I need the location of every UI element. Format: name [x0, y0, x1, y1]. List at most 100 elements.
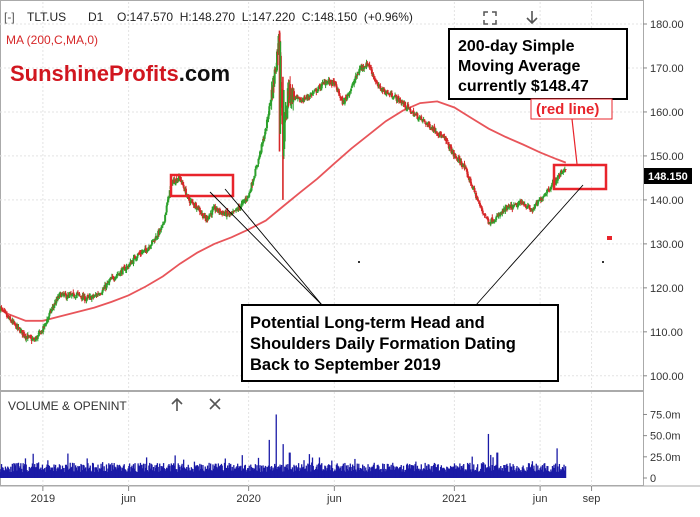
- candle-body: [132, 257, 135, 264]
- candle-body: [111, 275, 114, 277]
- candle-body: [437, 133, 440, 135]
- candle-body: [161, 223, 164, 226]
- candle-body: [547, 188, 550, 191]
- candle-body: [423, 119, 426, 122]
- candle-body: [357, 73, 360, 75]
- red-line-label-box: [530, 98, 613, 120]
- time-tick-label: 2021: [442, 493, 466, 505]
- candle-body: [300, 99, 303, 101]
- stray-dot-2: [602, 261, 604, 263]
- collapse-bracket[interactable]: [-]: [4, 10, 15, 24]
- price-tick-label: 170.00: [650, 63, 684, 75]
- candle-body: [449, 145, 452, 147]
- candle-body: [163, 221, 166, 224]
- candle-body: [409, 109, 412, 113]
- candle-body: [548, 189, 551, 191]
- candle-body: [64, 292, 67, 295]
- candle-body: [413, 114, 416, 117]
- candle-body: [396, 96, 399, 102]
- candle-body: [89, 296, 92, 298]
- candle-body: [243, 200, 246, 202]
- arrow-up-icon[interactable]: [171, 397, 183, 411]
- candle-body: [322, 82, 325, 84]
- candle-body: [359, 67, 362, 69]
- volume-panel-title: VOLUME & OPENINT: [8, 399, 127, 413]
- candle-body: [223, 213, 226, 215]
- volume-tick-label: 75.0m: [650, 409, 681, 421]
- candle-body: [286, 105, 289, 118]
- candle-body: [162, 223, 165, 225]
- candle-body: [370, 67, 373, 71]
- candle-body: [252, 178, 255, 181]
- candle-body: [378, 85, 381, 87]
- candle-body: [358, 68, 361, 73]
- candle-body: [188, 196, 191, 201]
- candle-body: [176, 180, 179, 183]
- candle-body: [375, 80, 378, 83]
- candle-body: [14, 323, 17, 325]
- candle-body: [110, 278, 113, 280]
- candle-body: [506, 206, 509, 210]
- candle-body: [524, 204, 527, 207]
- candle-body: [63, 294, 66, 296]
- candle-body: [215, 210, 218, 212]
- candle-body: [96, 294, 99, 297]
- candle-body: [156, 236, 159, 239]
- candle-body: [454, 153, 457, 156]
- candle-body: [265, 119, 268, 129]
- candle-body: [22, 331, 25, 337]
- candle-body: [489, 221, 492, 225]
- candle-body: [108, 280, 111, 283]
- candle-body: [268, 106, 271, 115]
- candle-body: [90, 296, 93, 300]
- candle-body: [482, 211, 485, 213]
- candle-body: [339, 96, 342, 98]
- time-tick-label: jun: [532, 493, 548, 505]
- candle-body: [69, 293, 72, 295]
- candle-body: [166, 202, 169, 205]
- candle-body: [114, 276, 117, 279]
- candle-body: [439, 132, 442, 136]
- candle-body: [55, 298, 58, 304]
- candle-body: [42, 326, 45, 332]
- candle-body: [124, 269, 127, 271]
- volume-bars-layer: [0, 414, 567, 478]
- candle-body: [471, 185, 474, 188]
- arrow-down-icon[interactable]: [526, 11, 538, 25]
- candle-body: [478, 201, 481, 204]
- candle-body: [226, 210, 229, 214]
- left-shoulder-box: [169, 173, 235, 198]
- candle-body: [373, 76, 376, 79]
- candle-body: [420, 116, 423, 119]
- candle-body: [301, 100, 304, 102]
- candle-body: [141, 252, 144, 254]
- candle-body: [76, 292, 79, 294]
- expand-icon[interactable]: [483, 11, 497, 25]
- candle-body: [5, 312, 8, 314]
- candle-body: [555, 177, 558, 184]
- candle-body: [269, 99, 272, 105]
- candle-body: [173, 179, 176, 184]
- candle-body: [53, 305, 56, 308]
- candle-body: [182, 184, 185, 188]
- candle-body: [76, 293, 79, 296]
- candle-body: [523, 203, 526, 205]
- ohlc-readout: O:147.570 H:148.270 L:147.220 C:148.150 …: [117, 10, 413, 24]
- candle-body: [551, 182, 554, 185]
- candle-body: [476, 197, 479, 201]
- candle-body: [349, 91, 352, 93]
- candle-body: [208, 214, 211, 217]
- candle-body: [461, 163, 464, 167]
- candle-body: [58, 293, 61, 297]
- candle-body: [297, 96, 300, 99]
- candle-body: [478, 202, 481, 206]
- candle-body: [399, 99, 402, 103]
- candle-body: [433, 126, 436, 131]
- candle-body: [202, 217, 205, 219]
- close-icon[interactable]: [209, 398, 221, 410]
- candle-body: [242, 200, 245, 203]
- candle-body: [36, 335, 39, 339]
- candle-body: [451, 152, 454, 154]
- candle-body: [484, 214, 487, 217]
- price-tick-label: 180.00: [650, 19, 684, 31]
